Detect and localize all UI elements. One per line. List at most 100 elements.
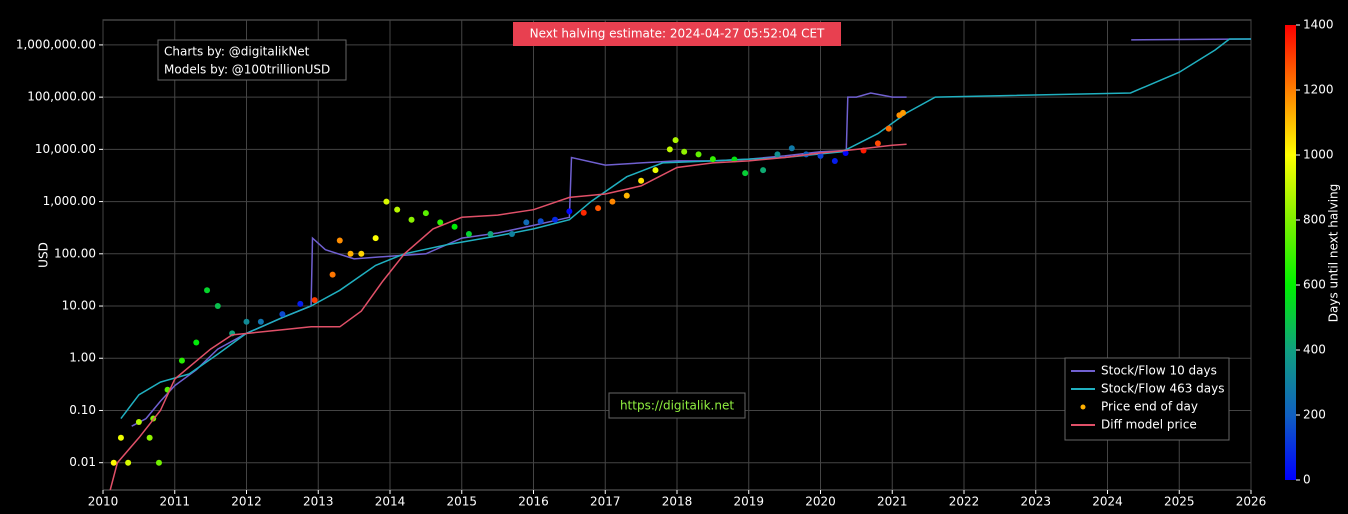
price-point bbox=[125, 459, 132, 466]
price-point bbox=[358, 250, 365, 257]
colorbar-tick-label: 200 bbox=[1303, 408, 1326, 422]
price-point bbox=[110, 459, 117, 466]
x-tick-label: 2016 bbox=[518, 495, 549, 509]
price-point bbox=[329, 271, 336, 278]
colorbar-tick-label: 400 bbox=[1303, 343, 1326, 357]
price-point bbox=[874, 140, 881, 147]
y-tick-label: 10.00 bbox=[62, 299, 96, 313]
x-tick-label: 2010 bbox=[88, 495, 119, 509]
price-point bbox=[146, 434, 153, 441]
price-point bbox=[537, 218, 544, 225]
chart-title: Next halving estimate: 2024-04-27 05:52:… bbox=[530, 27, 825, 41]
grid bbox=[102, 20, 1252, 490]
x-tick-label: 2011 bbox=[159, 495, 190, 509]
credit: Models by: @100trillionUSD bbox=[164, 63, 330, 77]
colorbar-tick-label: 800 bbox=[1303, 213, 1326, 227]
price-point bbox=[311, 297, 318, 304]
x-tick-label: 2012 bbox=[231, 495, 262, 509]
price-point bbox=[214, 303, 221, 310]
price-point bbox=[672, 137, 679, 144]
watermark-box bbox=[608, 392, 746, 419]
price-point bbox=[595, 205, 602, 212]
price-point bbox=[257, 318, 264, 325]
price-point bbox=[666, 146, 673, 153]
colorbar-tick-label: 0 bbox=[1303, 473, 1311, 487]
price-point bbox=[117, 434, 124, 441]
price-point bbox=[193, 339, 200, 346]
x-tick-label: 2020 bbox=[805, 495, 836, 509]
price-point bbox=[652, 167, 659, 174]
colorbar-tick-label: 1400 bbox=[1303, 18, 1334, 32]
price-point bbox=[566, 208, 573, 215]
y-tick-label: 0.01 bbox=[69, 455, 96, 469]
price-point bbox=[408, 216, 415, 223]
price-point bbox=[842, 150, 849, 157]
price-point bbox=[297, 300, 304, 307]
price-point bbox=[788, 145, 795, 152]
x-tick-label: 2015 bbox=[446, 495, 477, 509]
y-tick-label: 100.00 bbox=[54, 246, 96, 260]
x-tick-label: 2022 bbox=[949, 495, 980, 509]
x-tick-label: 2019 bbox=[733, 495, 764, 509]
x-tick-label: 2017 bbox=[590, 495, 621, 509]
x-tick-label: 2014 bbox=[375, 495, 406, 509]
legend-label: Stock/Flow 463 days bbox=[1101, 382, 1225, 396]
price-point bbox=[831, 157, 838, 164]
price-point bbox=[817, 152, 824, 159]
price-point bbox=[623, 192, 630, 199]
price-point bbox=[580, 209, 587, 216]
y-tick-label: 0.10 bbox=[69, 403, 96, 417]
price-point bbox=[243, 318, 250, 325]
legend-label: Diff model price bbox=[1101, 418, 1197, 432]
price-point bbox=[178, 357, 185, 364]
x-tick-label: 2023 bbox=[1020, 495, 1051, 509]
price-point bbox=[709, 156, 716, 163]
price-point bbox=[508, 230, 515, 237]
price-point bbox=[437, 219, 444, 226]
colorbar bbox=[1285, 25, 1296, 480]
price-point bbox=[695, 151, 702, 158]
price-point bbox=[523, 219, 530, 226]
marks bbox=[109, 38, 1252, 491]
price-point bbox=[742, 170, 749, 177]
price-point bbox=[394, 206, 401, 213]
price-point bbox=[347, 250, 354, 257]
price-point bbox=[487, 230, 494, 237]
watermark: https://digitalik.net bbox=[620, 399, 734, 413]
price-point bbox=[885, 125, 892, 132]
price-point bbox=[552, 216, 559, 223]
legend-swatch bbox=[1080, 404, 1086, 410]
x-tick-label: 2021 bbox=[877, 495, 908, 509]
colorbar-tick-label: 600 bbox=[1303, 278, 1326, 292]
y-tick-label: 1,000.00 bbox=[43, 194, 96, 208]
credits-box bbox=[157, 39, 347, 81]
price-point bbox=[336, 237, 343, 244]
y-tick-label: 10,000.00 bbox=[35, 142, 96, 156]
price-point bbox=[383, 198, 390, 205]
series-line bbox=[120, 38, 1251, 420]
price-point bbox=[760, 167, 767, 174]
colorbar-tick-label: 1000 bbox=[1303, 148, 1334, 162]
x-tick-label: 2013 bbox=[303, 495, 334, 509]
y-tick-label: 100,000.00 bbox=[27, 90, 96, 104]
legend-label: Stock/Flow 10 days bbox=[1101, 364, 1217, 378]
credit: Charts by: @digitalikNet bbox=[164, 45, 310, 59]
y-tick-label: 1,000,000.00 bbox=[16, 37, 96, 51]
price-point bbox=[204, 287, 211, 294]
price-point bbox=[422, 210, 429, 217]
price-point bbox=[155, 459, 162, 466]
price-point bbox=[681, 148, 688, 155]
legend: Stock/Flow 10 days Stock/Flow 463 days Pri… bbox=[1064, 357, 1230, 441]
price-point bbox=[135, 419, 142, 426]
price-point bbox=[609, 198, 616, 205]
y-tick-label: 1.00 bbox=[69, 351, 96, 365]
x-tick-label: 2024 bbox=[1092, 495, 1123, 509]
price-point bbox=[638, 177, 645, 184]
x-tick-label: 2026 bbox=[1236, 495, 1267, 509]
price-point bbox=[279, 311, 286, 318]
price-point bbox=[451, 223, 458, 230]
x-tick-label: 2018 bbox=[662, 495, 693, 509]
series-line bbox=[109, 143, 907, 491]
y-axis-label: USD bbox=[37, 242, 51, 268]
price-point bbox=[900, 109, 907, 116]
